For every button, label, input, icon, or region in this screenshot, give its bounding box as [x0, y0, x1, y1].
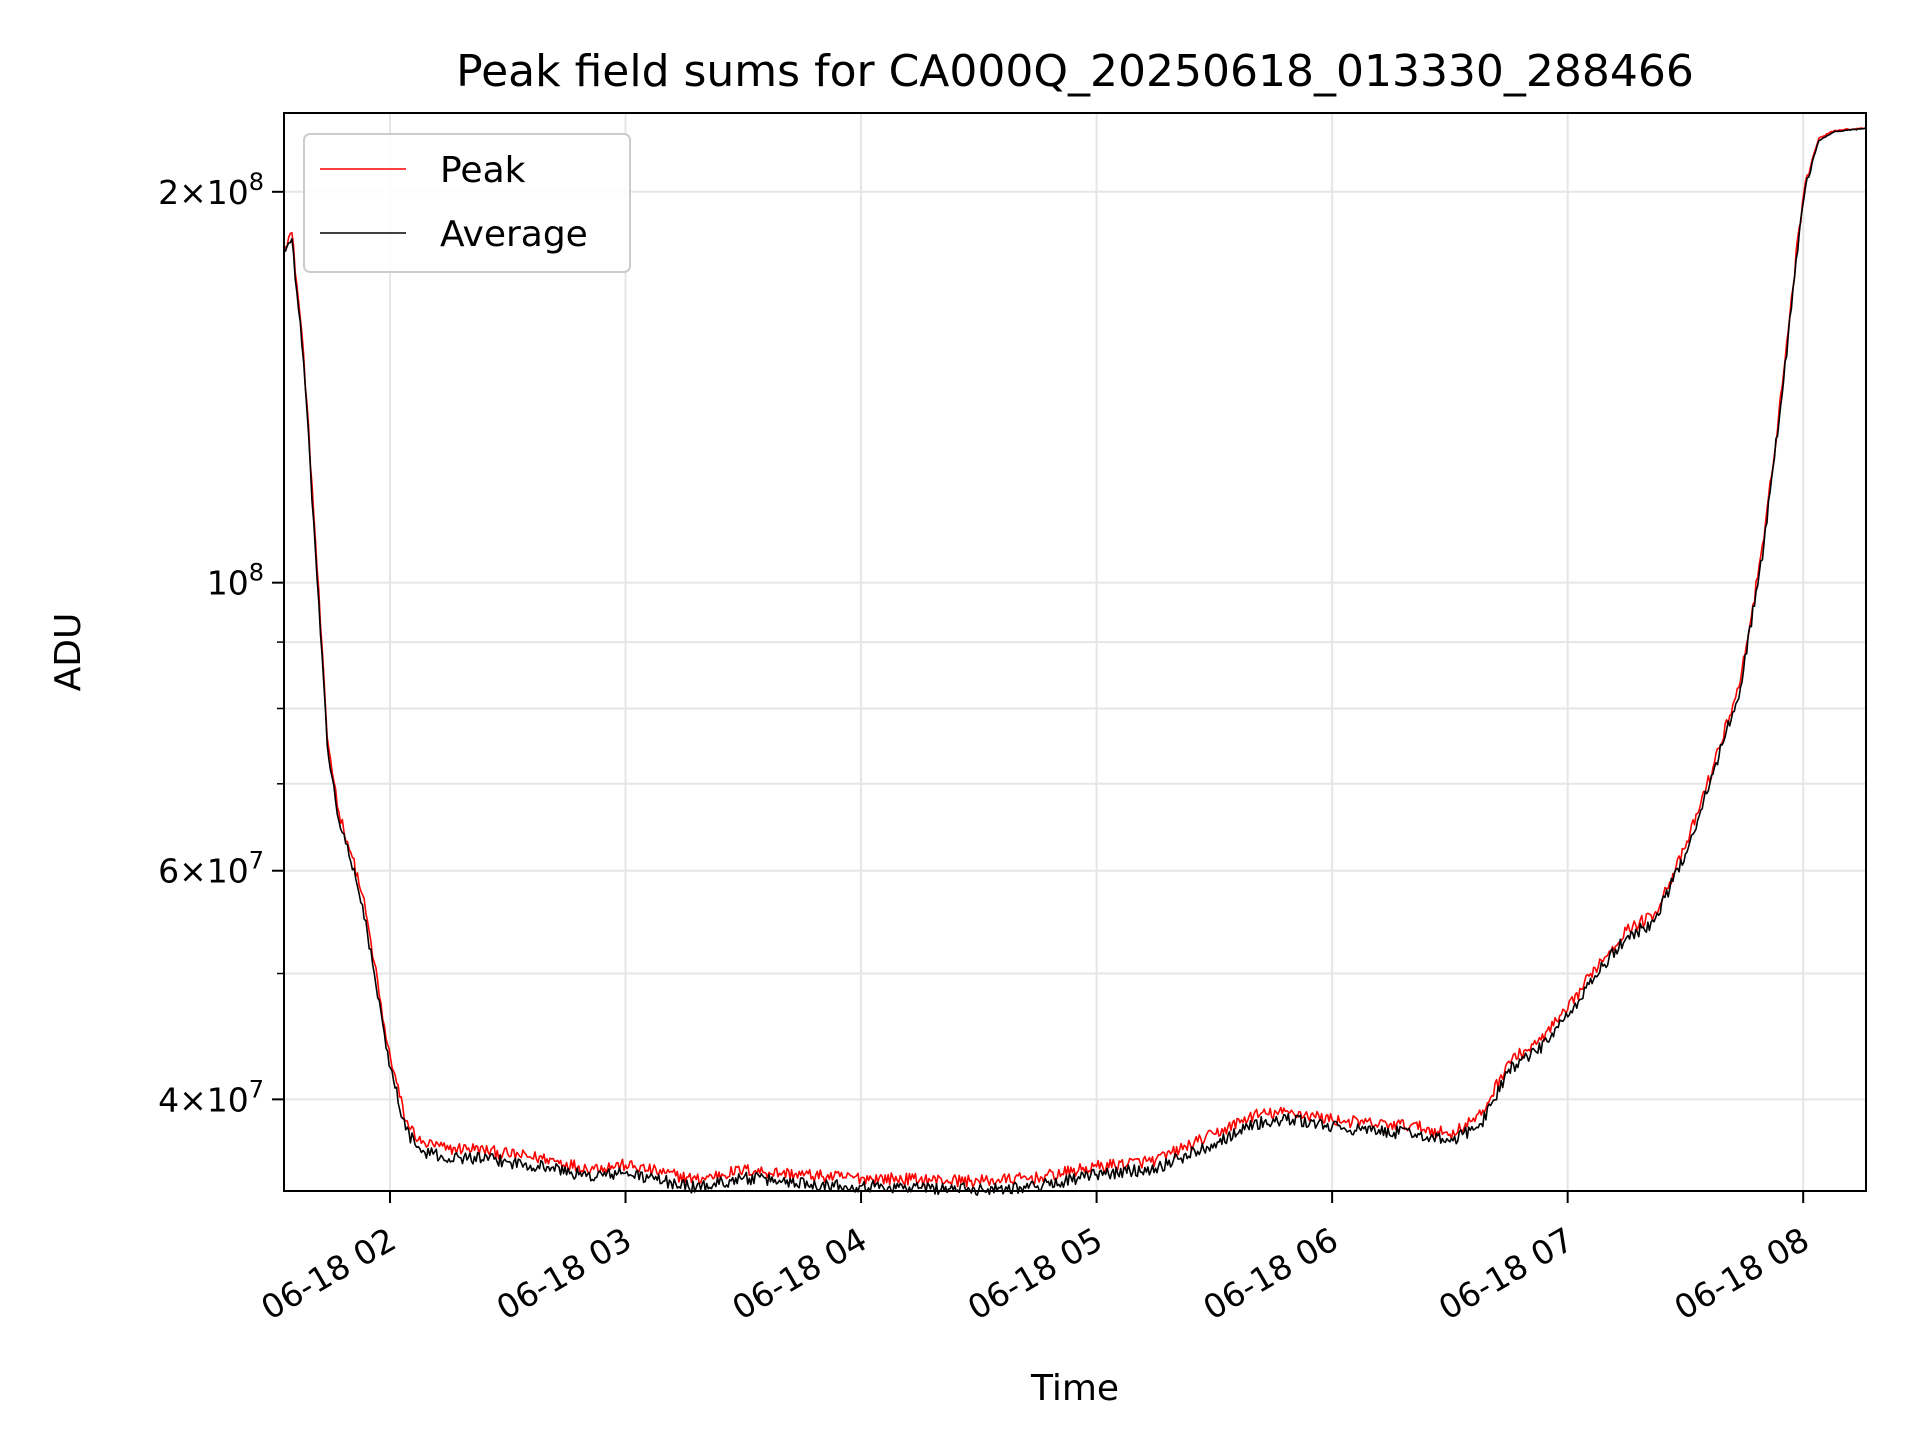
y-tick-label: 6×107	[158, 847, 264, 891]
legend-label-average: Average	[440, 214, 588, 255]
series-line-peak	[283, 127, 1867, 1188]
series-layer	[283, 127, 1867, 1196]
y-tick-label: 4×107	[158, 1075, 264, 1119]
y-axis-label: ADU	[48, 613, 89, 692]
series-line-average	[283, 127, 1866, 1196]
legend: Peak Average	[303, 133, 631, 273]
legend-label-peak: Peak	[440, 150, 526, 191]
chart-title: Peak field sums for CA000Q_20250618_0133…	[456, 46, 1694, 97]
x-axis-label: Time	[1030, 1368, 1119, 1409]
y-tick-label: 2×108	[158, 168, 264, 212]
plot-frame	[283, 112, 1867, 1192]
y-tick-label: 108	[207, 559, 264, 603]
